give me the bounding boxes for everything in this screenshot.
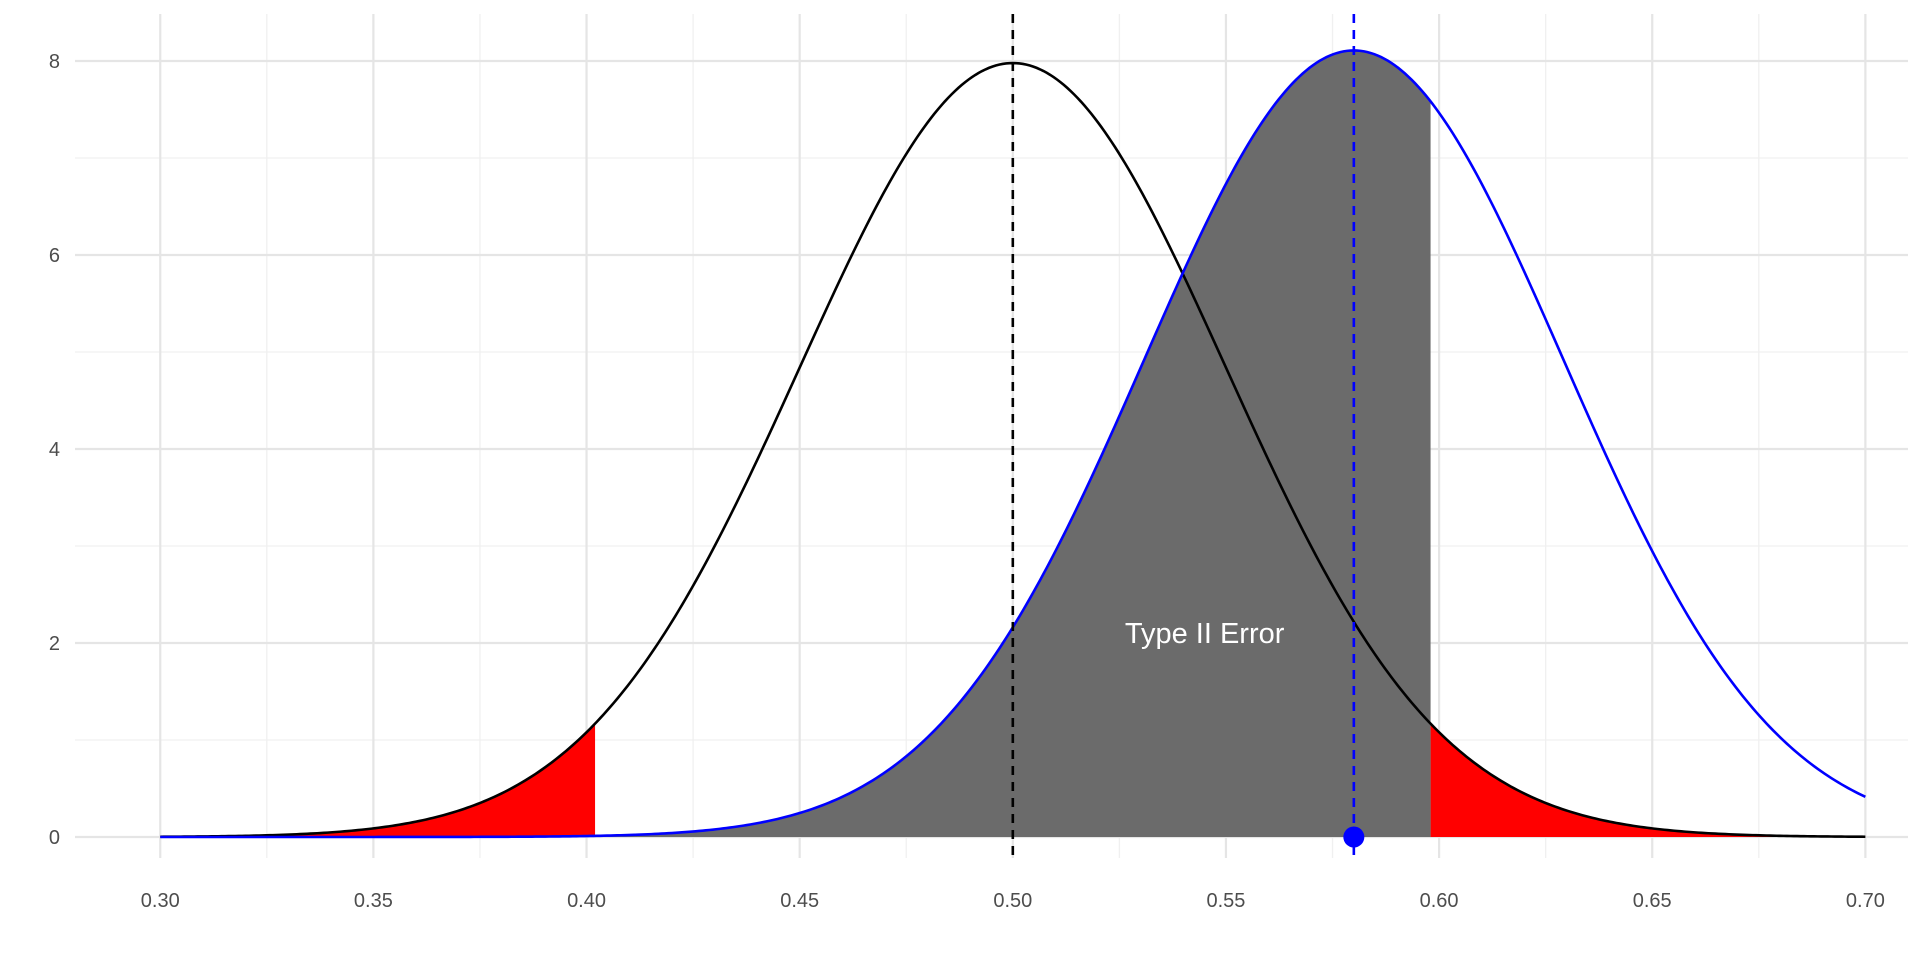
x-tick-label: 0.65 [1633,890,1672,912]
y-tick-label: 8 [49,51,60,73]
shaded-areas [160,50,1866,838]
rejection-lower-area [160,723,596,837]
y-tick-label: 6 [49,245,60,267]
rejection-upper-area [1430,723,1866,837]
mean-lines [1011,14,1356,858]
y-tick-label: 2 [49,633,60,655]
points [1343,826,1365,848]
tick-labels: 0.30 0.35 0.40 0.45 0.50 0.55 0.60 0.65 0.70 0 2 4 6… [49,51,1885,912]
x-tick-label: 0.45 [780,890,819,912]
type-ii-error-label: Type II Error [1125,618,1285,650]
alternative-distribution-point [1343,826,1365,848]
x-tick-label: 0.60 [1420,890,1459,912]
y-tick-label: 0 [49,827,60,849]
x-tick-label: 0.70 [1846,890,1885,912]
x-tick-label: 0.35 [354,890,393,912]
type-ii-error-area [595,50,1431,838]
y-tick-label: 4 [49,439,60,461]
x-tick-label: 0.40 [567,890,606,912]
x-tick-label: 0.50 [993,890,1032,912]
x-tick-label: 0.30 [141,890,180,912]
x-tick-label: 0.55 [1206,890,1245,912]
annotations: Type II Error [1125,618,1285,650]
